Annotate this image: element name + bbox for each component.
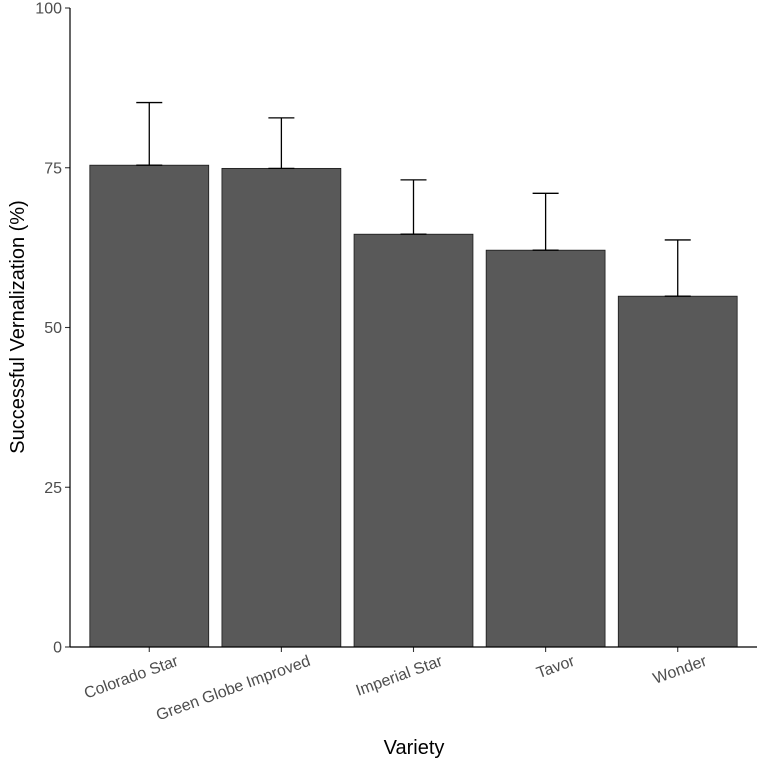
y-tick-label: 0 (53, 640, 62, 657)
x-tick-label: Tavor (534, 653, 577, 683)
x-axis-title: Variety (384, 737, 445, 759)
error-bar-colorado-star (136, 101, 163, 166)
bar-tavor (485, 249, 606, 648)
x-tick-label: Colorado Star (82, 653, 181, 703)
bar-green-globe-improved (221, 167, 342, 648)
x-tick-label: Wonder (651, 653, 710, 688)
y-tick-label: 50 (44, 320, 62, 337)
bar-imperial-star (353, 233, 474, 648)
error-bar-tavor (532, 192, 559, 251)
bar-wonder (617, 295, 738, 648)
y-tick-label: 100 (35, 1, 62, 18)
y-axis-title: Successful Vernalization (%) (7, 200, 29, 453)
bar-colorado-star (89, 164, 210, 648)
y-tick-label: 25 (44, 480, 62, 497)
y-axis: 0 25 50 75 100 (35, 1, 71, 657)
plot-area (89, 101, 738, 648)
x-tick-label: Imperial Star (354, 653, 446, 700)
error-bar-imperial-star (400, 179, 427, 235)
error-bar-wonder (664, 239, 691, 297)
y-tick-label: 75 (44, 160, 62, 177)
error-bar-green-globe-improved (268, 117, 295, 170)
